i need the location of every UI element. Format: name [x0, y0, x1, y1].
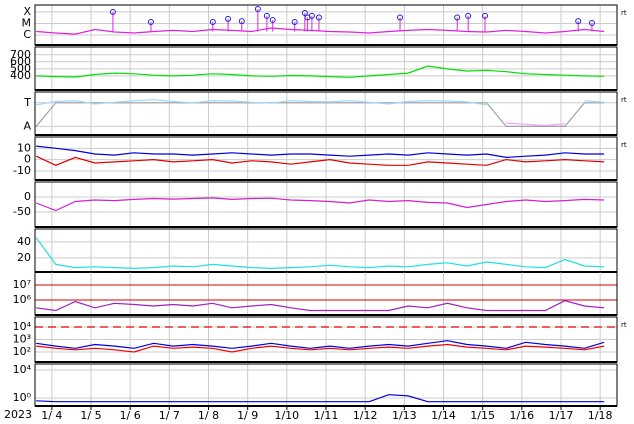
event-marker — [482, 12, 489, 19]
panel-note: rt — [621, 9, 627, 17]
y-tick-label: 400 — [10, 69, 31, 82]
event-marker — [263, 12, 270, 19]
series-line — [36, 343, 605, 353]
y-tick-label: 700 — [10, 48, 31, 61]
y-tick-label: 10⁴ — [13, 363, 32, 376]
x-tick-label: 1/ 8 — [198, 409, 219, 422]
x-tick-label: 1/18 — [588, 409, 613, 422]
series-line — [36, 65, 605, 78]
event-marker — [291, 18, 298, 25]
y-tick-label: 10⁶ — [13, 293, 32, 306]
x-tick-label: 1/ 9 — [237, 409, 258, 422]
event-marker — [269, 16, 276, 23]
y-tick-label: 10⁴ — [13, 320, 32, 333]
x-tick-label: 1/10 — [274, 409, 299, 422]
y-tick-label: 20 — [17, 251, 31, 264]
event-marker — [225, 15, 232, 22]
event-marker — [109, 8, 116, 15]
y-tick-label: C — [23, 28, 31, 41]
y-tick-label: 10 — [17, 141, 31, 154]
x-tick-label: 1/16 — [509, 409, 534, 422]
y-tick-label: A — [23, 119, 31, 132]
event-marker — [588, 19, 595, 26]
y-tick-label: 0 — [24, 190, 31, 203]
series-line — [36, 27, 605, 35]
x-tick-label: 1/ 5 — [80, 409, 101, 422]
event-marker — [147, 18, 154, 25]
panel-note: rt — [621, 96, 627, 104]
series-line — [36, 300, 605, 312]
y-tick-label: 10⁰ — [13, 391, 32, 404]
y-tick-label: -50 — [13, 205, 31, 218]
y-tick-label: T — [23, 96, 31, 109]
event-marker — [397, 14, 404, 21]
event-marker — [315, 14, 322, 21]
x-tick-label: 1/11 — [314, 409, 339, 422]
y-tick-label: 0 — [24, 153, 31, 166]
x-tick-label: 1/14 — [431, 409, 456, 422]
event-marker — [254, 5, 261, 12]
series-line — [35, 197, 605, 212]
event-marker — [308, 12, 315, 19]
y-tick-label: 600 — [10, 55, 31, 68]
event-marker — [301, 10, 308, 17]
event-marker — [209, 18, 216, 25]
panel-note: rt — [621, 321, 627, 329]
event-marker — [454, 14, 461, 21]
x-tick-label: 1/13 — [392, 409, 417, 422]
y-tick-label: 10⁷ — [13, 278, 31, 291]
series-line — [36, 145, 605, 159]
y-tick-label: X — [23, 5, 31, 18]
x-tick-label: 1/12 — [353, 409, 378, 422]
series-line — [35, 155, 605, 166]
x-axis-label: 2023 — [4, 408, 32, 421]
event-marker — [238, 18, 245, 25]
x-tick-label: 1/15 — [470, 409, 495, 422]
x-tick-label: 1/ 7 — [159, 409, 180, 422]
x-tick-label: 1/ 4 — [41, 409, 62, 422]
x-tick-label: 1/ 6 — [120, 409, 141, 422]
series-line — [36, 99, 605, 106]
event-marker — [575, 18, 582, 25]
series-line — [506, 123, 604, 126]
series-line — [35, 102, 605, 127]
series-line — [36, 340, 605, 349]
y-tick-label: 10³ — [13, 333, 31, 346]
series-line — [36, 394, 605, 403]
panel-note: rt — [621, 141, 627, 149]
y-tick-label: -10 — [13, 164, 31, 177]
y-tick-label: M — [22, 16, 32, 29]
series-line — [35, 237, 605, 270]
y-tick-label: 40 — [17, 235, 31, 248]
x-tick-label: 1/17 — [549, 409, 574, 422]
y-tick-label: 10² — [13, 345, 31, 358]
event-marker — [465, 12, 472, 19]
y-tick-label: 500 — [10, 62, 31, 75]
